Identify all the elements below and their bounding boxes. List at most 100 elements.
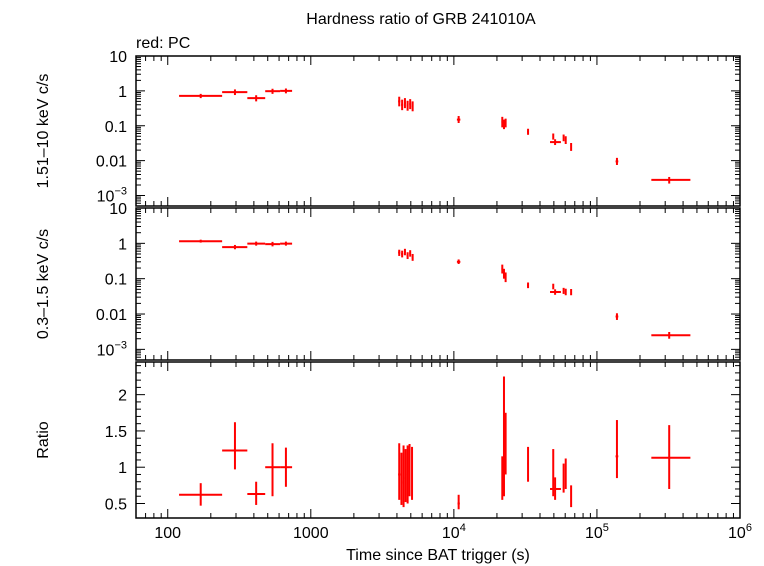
y-tick-label: 0.01 <box>96 154 127 171</box>
data-point <box>222 422 248 470</box>
data-point <box>247 241 266 246</box>
y-tick-label: 10−3 <box>97 186 127 206</box>
data-point <box>552 283 555 290</box>
data-point <box>404 449 407 503</box>
data-point <box>409 99 412 110</box>
data-point <box>222 244 248 250</box>
y-tick-label: 10 <box>109 201 127 218</box>
data-point <box>265 241 281 247</box>
y-tick-label: 0.01 <box>96 307 127 324</box>
data-point <box>527 446 530 482</box>
y-tick-label-base: 10 <box>97 342 115 359</box>
data-point <box>504 118 507 128</box>
data-point <box>527 128 530 135</box>
y-tick-label-exp: −3 <box>114 339 127 351</box>
data-point <box>408 443 411 497</box>
x-tick-label: 1000 <box>293 525 329 542</box>
y-tick-label-exp: −3 <box>114 186 127 198</box>
plot-frame <box>135 207 741 361</box>
x-tick-label: 100 <box>154 525 181 542</box>
x-tick-label-base: 10 <box>442 525 460 542</box>
y-axis-label: 0.3–1.5 keV c/s <box>35 229 52 339</box>
y-tick-label: 10−3 <box>97 339 127 359</box>
y-tick-label: 0.1 <box>105 272 127 289</box>
data-point <box>401 250 404 258</box>
data-point <box>501 456 504 500</box>
data-point <box>280 241 293 246</box>
data-point <box>504 412 507 475</box>
x-tick-label: 106 <box>728 522 752 542</box>
data-point <box>406 445 409 504</box>
x-tick-label-exp: 5 <box>603 522 609 534</box>
data-point <box>280 88 293 94</box>
data-point <box>457 494 460 510</box>
y-axis-label: 1.51–10 keV c/s <box>35 74 52 189</box>
y-tick-label-base: 10 <box>97 189 115 206</box>
data-point <box>406 100 409 111</box>
data-point <box>179 93 223 99</box>
data-point <box>564 458 567 489</box>
data-point <box>179 483 223 506</box>
y-axis-label: Ratio <box>35 421 52 458</box>
data-point <box>615 157 619 165</box>
data-point <box>406 252 409 260</box>
chart-subtitle: red: PC <box>136 35 190 52</box>
x-tick-label-base: 10 <box>728 525 746 542</box>
data-point <box>411 446 414 500</box>
x-tick-label: 104 <box>442 522 466 542</box>
x-tick-label-exp: 4 <box>460 522 466 534</box>
data-point <box>409 250 412 257</box>
data-point <box>265 443 281 497</box>
data-point <box>550 477 561 500</box>
data-point <box>562 134 565 142</box>
data-point <box>501 264 504 274</box>
data-point <box>651 425 691 489</box>
data-point <box>562 287 565 294</box>
x-tick-label-base: 10 <box>585 525 603 542</box>
data-point <box>562 463 565 493</box>
data-point <box>456 259 461 265</box>
data-point <box>247 481 266 505</box>
data-point <box>651 331 691 339</box>
data-point <box>550 289 561 295</box>
data-point <box>651 176 691 184</box>
y-tick-label: 2 <box>118 388 127 405</box>
data-point <box>615 420 619 479</box>
data-point <box>570 485 573 508</box>
data-point <box>265 88 281 94</box>
data-point <box>502 376 505 497</box>
data-point <box>398 96 401 107</box>
plot-frame <box>135 55 741 207</box>
data-point <box>456 116 461 123</box>
data-point <box>403 98 406 109</box>
data-point <box>570 289 573 296</box>
y-tick-label: 0.1 <box>105 119 127 136</box>
data-point <box>398 249 401 256</box>
plot-frame <box>135 361 741 519</box>
x-tick-label-exp: 6 <box>746 522 752 534</box>
y-tick-label: 1 <box>118 236 127 253</box>
y-tick-label: 1.5 <box>105 424 127 441</box>
chart-title: Hardness ratio of GRB 241010A <box>306 11 536 28</box>
y-tick-label: 0.5 <box>105 496 127 513</box>
y-tick-label: 1 <box>118 460 127 477</box>
y-tick-label: 10 <box>109 49 127 66</box>
data-point <box>564 288 567 296</box>
data-point <box>502 268 505 279</box>
data-point <box>564 136 567 144</box>
data-point <box>222 89 248 96</box>
y-tick-label: 1 <box>118 84 127 101</box>
x-axis-label: Time since BAT trigger (s) <box>346 547 530 564</box>
data-point <box>504 272 507 283</box>
data-point <box>527 282 530 289</box>
data-point <box>179 239 223 243</box>
x-tick-label: 105 <box>585 522 609 542</box>
data-point <box>247 95 266 102</box>
data-point <box>398 443 401 500</box>
data-point <box>400 452 403 505</box>
data-point <box>411 253 414 261</box>
data-point <box>570 143 573 151</box>
